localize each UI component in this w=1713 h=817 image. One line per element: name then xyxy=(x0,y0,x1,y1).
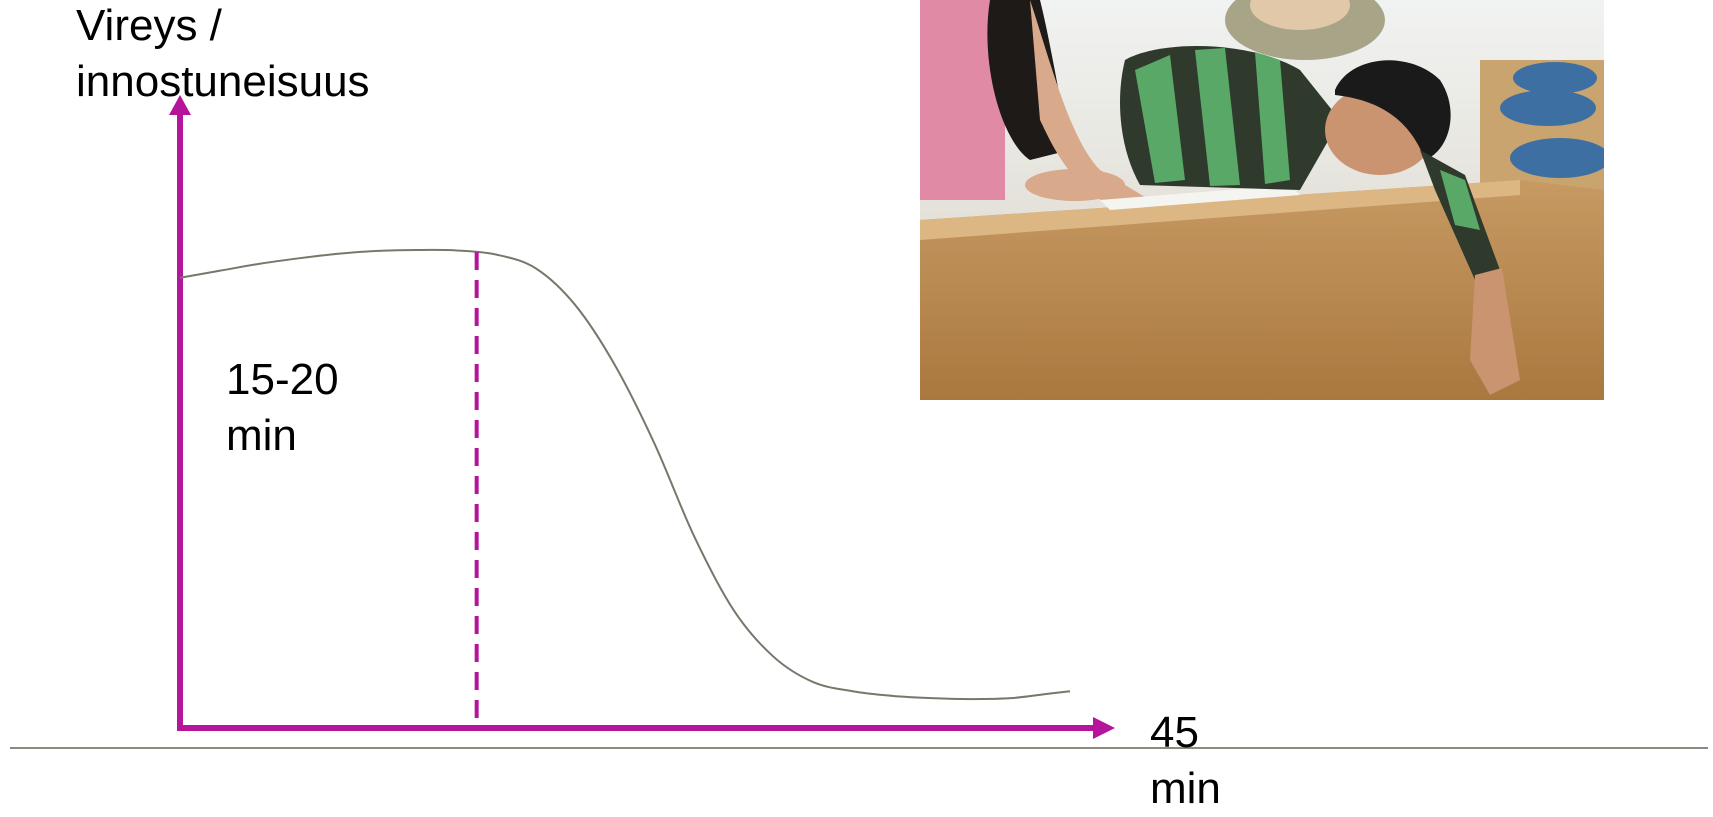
chart-axes xyxy=(169,95,1115,739)
y-axis-label: Vireys / innostuneisuus xyxy=(76,1,370,106)
sleeping-student-photo xyxy=(920,0,1604,400)
y-axis-arrowhead xyxy=(169,95,191,115)
alertness-curve xyxy=(179,248,1071,701)
time-annotation: 15-20 min xyxy=(226,355,339,460)
x-axis-arrowhead xyxy=(1093,717,1115,739)
x-axis-end-label: 45 min xyxy=(1150,708,1221,813)
